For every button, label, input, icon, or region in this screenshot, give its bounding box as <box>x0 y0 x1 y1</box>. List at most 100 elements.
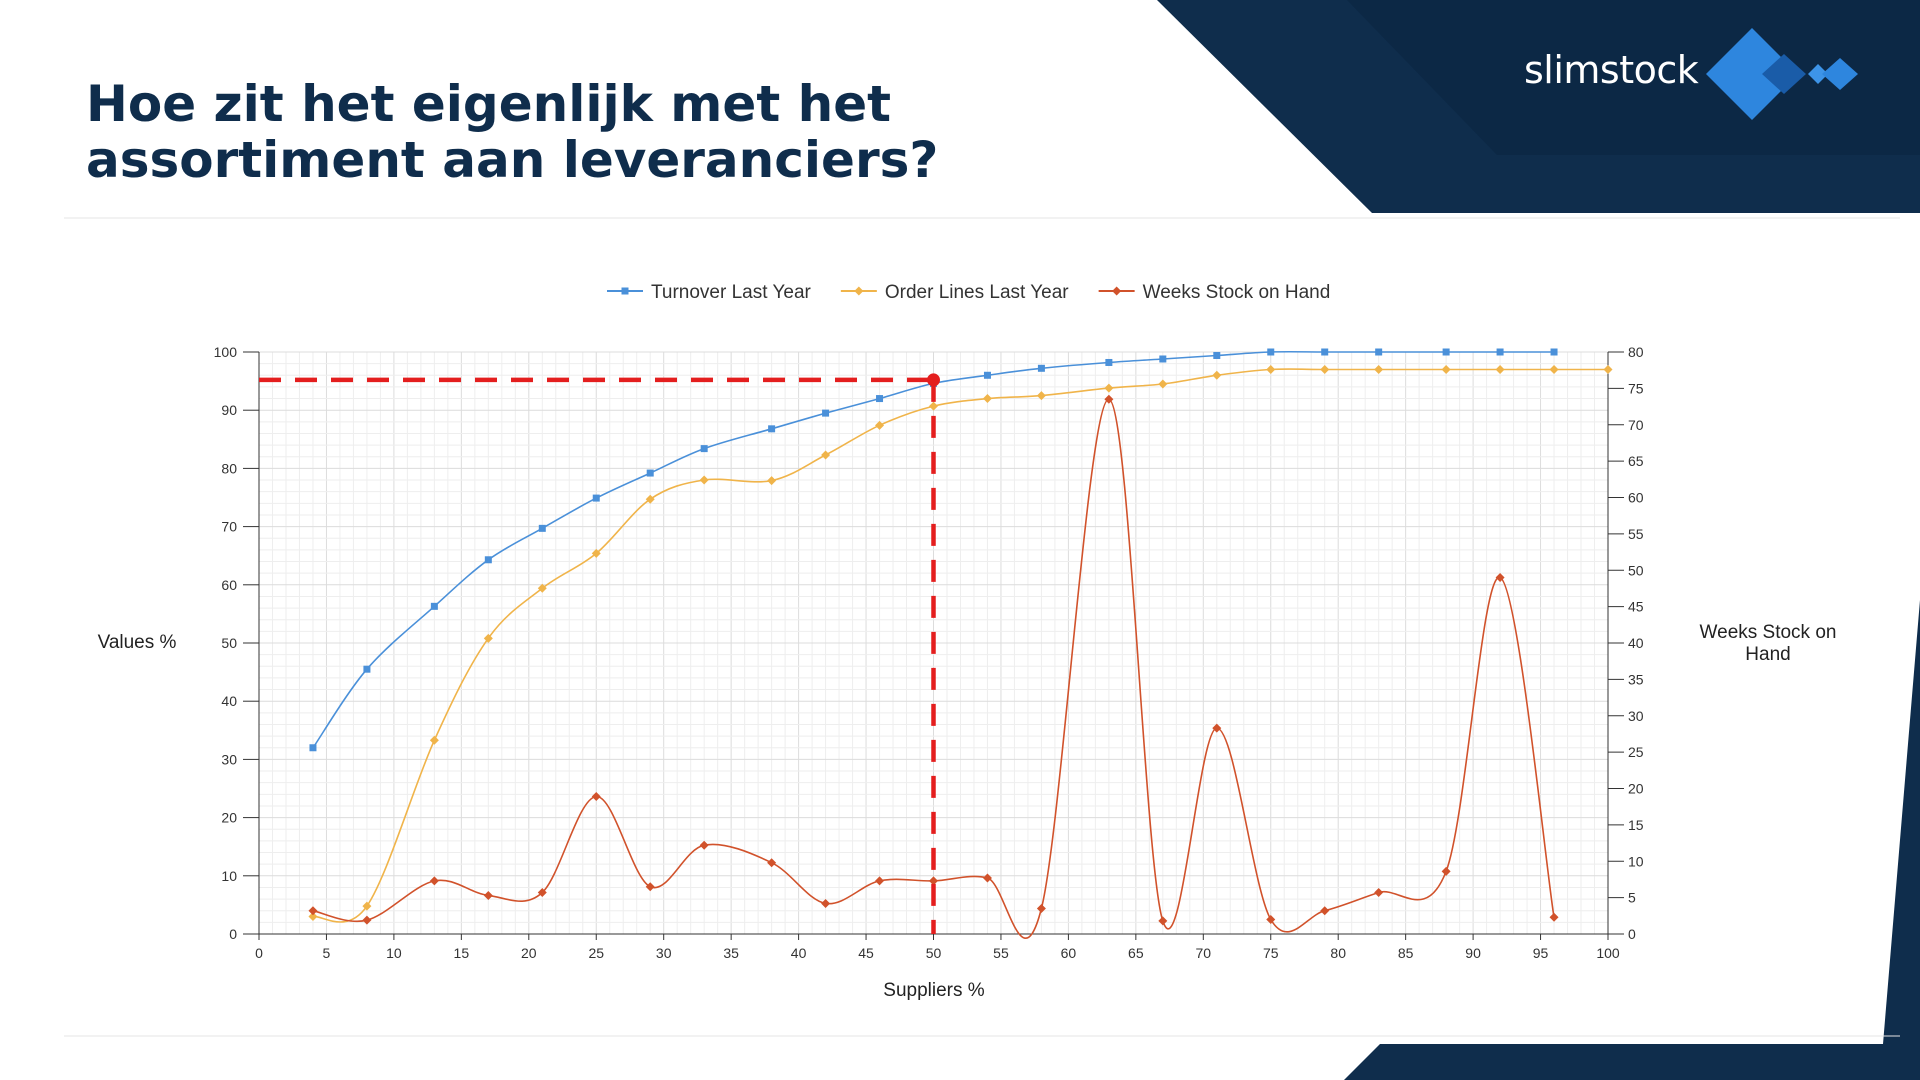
x-tick-label: 25 <box>588 945 604 961</box>
legend-label: Order Lines Last Year <box>885 282 1069 303</box>
y-tick-label: 20 <box>221 810 237 826</box>
data-point <box>1320 364 1330 374</box>
data-point <box>1321 348 1329 356</box>
data-point <box>591 792 601 802</box>
data-point <box>1036 391 1046 401</box>
legend-marker <box>621 287 629 295</box>
data-point <box>537 583 547 593</box>
x-tick-label: 45 <box>858 945 874 961</box>
y-tick-label: 30 <box>221 751 237 767</box>
y-tick-label: 80 <box>221 460 237 476</box>
data-point <box>822 409 830 417</box>
data-point <box>309 744 317 752</box>
data-point <box>430 602 438 610</box>
series-0 <box>309 348 1558 752</box>
logo-diamond-end <box>1822 58 1858 90</box>
data-point <box>308 906 318 916</box>
data-point <box>1441 866 1451 876</box>
logo-diamond-mid <box>1762 54 1806 94</box>
crosshair-point <box>927 373 940 387</box>
data-point <box>875 876 885 886</box>
series-1 <box>308 364 1613 923</box>
x-tick-label: 30 <box>656 945 672 961</box>
series-2 <box>308 394 1559 940</box>
data-point <box>1374 364 1384 374</box>
chart-legend: Turnover Last Year Order Lines Last Year W… <box>607 282 1330 303</box>
y2-tick-label: 55 <box>1628 526 1644 542</box>
slimstock-logo: slimstock <box>1520 24 1870 128</box>
data-point <box>699 475 709 485</box>
data-point <box>767 858 777 868</box>
legend-label: Weeks Stock on Hand <box>1143 282 1331 303</box>
x-axis-label: Suppliers % <box>883 980 984 1001</box>
y-tick-label: 10 <box>221 868 237 884</box>
x-tick-label: 35 <box>723 945 739 961</box>
x-tick-label: 90 <box>1465 945 1481 961</box>
logo-diamond-small <box>1808 64 1828 84</box>
legend-marker <box>854 286 864 296</box>
data-point <box>929 876 938 886</box>
data-point <box>1158 916 1168 926</box>
data-point <box>982 873 992 883</box>
data-point <box>1266 914 1276 924</box>
y2-axis-label-line: Weeks Stock on <box>1700 622 1837 643</box>
chart-annotation <box>259 373 940 934</box>
data-point <box>308 912 318 922</box>
data-point <box>700 445 708 453</box>
y2-tick-label: 60 <box>1628 490 1644 506</box>
y2-tick-label: 10 <box>1628 853 1644 869</box>
y-tick-label: 50 <box>221 635 237 651</box>
y-tick-label: 100 <box>214 344 238 360</box>
legend-label: Turnover Last Year <box>651 282 812 303</box>
data-point <box>1375 348 1383 356</box>
y2-tick-label: 15 <box>1628 817 1644 833</box>
data-point <box>1603 364 1613 374</box>
data-point <box>1266 364 1276 374</box>
data-point <box>1158 379 1168 389</box>
x-tick-label: 15 <box>454 945 470 961</box>
x-tick-label: 55 <box>993 945 1009 961</box>
y2-tick-label: 80 <box>1628 344 1644 360</box>
data-point <box>645 494 655 504</box>
data-point <box>1320 906 1330 916</box>
x-tick-label: 10 <box>386 945 402 961</box>
data-point <box>1442 348 1450 356</box>
x-tick-label: 40 <box>791 945 807 961</box>
data-point <box>429 876 439 886</box>
y2-tick-label: 20 <box>1628 781 1644 797</box>
y2-tick-label: 25 <box>1628 744 1644 760</box>
x-tick-label: 85 <box>1398 945 1414 961</box>
x-tick-label: 100 <box>1596 945 1620 961</box>
data-point <box>537 888 547 898</box>
y2-axis-label: Weeks Stock on Hand <box>1700 622 1837 665</box>
data-point <box>1159 355 1167 363</box>
logo-diamond-large <box>1706 28 1798 120</box>
y2-tick-label: 65 <box>1628 453 1644 469</box>
chart-grid <box>258 351 1609 935</box>
data-point <box>363 665 371 673</box>
x-tick-label: 75 <box>1263 945 1279 961</box>
data-point <box>1212 723 1222 733</box>
footer-band <box>1344 1044 1900 1080</box>
x-tick-label: 0 <box>255 945 263 961</box>
data-point <box>982 394 992 404</box>
data-point <box>592 494 600 502</box>
y-tick-label: 40 <box>221 693 237 709</box>
data-point <box>1037 364 1045 372</box>
data-point <box>1441 364 1451 374</box>
header-band-dark <box>1347 0 1920 155</box>
y-axis-label: Values % <box>98 632 177 653</box>
chart-axes: 0 5 10 15 20 25 30 35 40 45 50 55 60 65 70 75 80 85 90 95 10… <box>214 344 1644 961</box>
y2-tick-label: 30 <box>1628 708 1644 724</box>
y2-tick-label: 5 <box>1628 890 1636 906</box>
chart-series <box>308 348 1613 940</box>
data-point <box>1550 348 1558 356</box>
legend-item: Turnover Last Year <box>607 282 812 303</box>
series-line <box>312 398 1555 940</box>
data-point <box>768 425 776 433</box>
x-tick-label: 80 <box>1330 945 1346 961</box>
data-point <box>876 395 884 403</box>
data-point <box>875 420 885 430</box>
y-tick-label: 0 <box>229 926 237 942</box>
